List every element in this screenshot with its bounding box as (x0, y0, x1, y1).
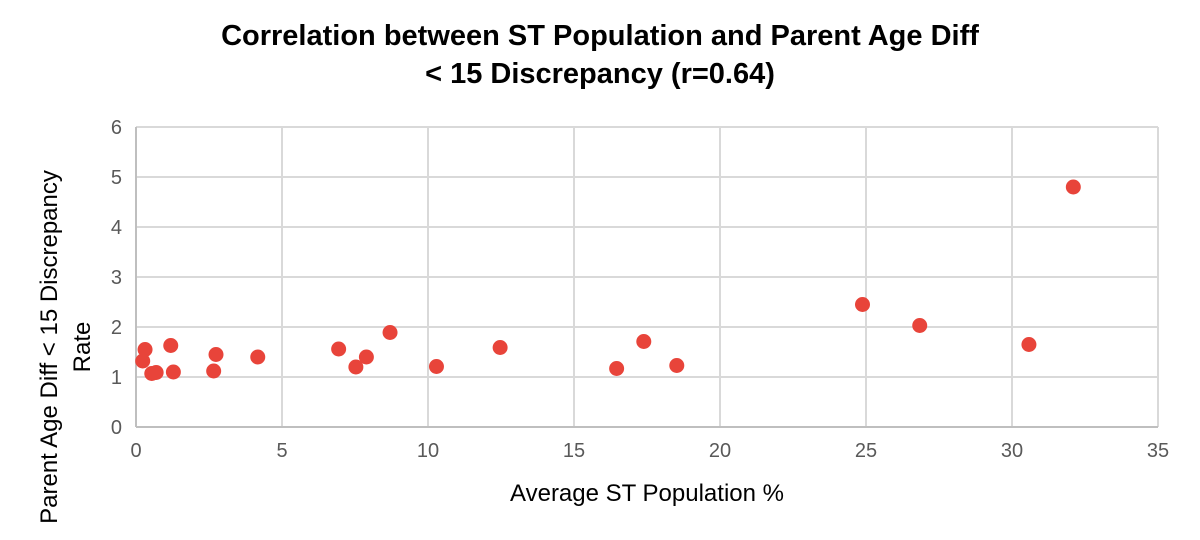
x-axis-label: Average ST Population % (510, 480, 784, 507)
y-tick-label: 5 (111, 167, 122, 189)
data-point (206, 363, 222, 379)
y-tick-label: 4 (111, 217, 122, 239)
data-point (609, 361, 625, 376)
data-point (148, 365, 164, 380)
data-point (382, 325, 398, 340)
x-tick-label: 0 (130, 440, 141, 462)
data-point (163, 338, 179, 353)
x-tick-label: 25 (855, 440, 877, 462)
data-point (250, 349, 266, 365)
y-tick-label: 1 (111, 367, 122, 389)
x-tick-label: 30 (1001, 440, 1023, 462)
x-tick-label: 20 (709, 440, 731, 462)
data-point (358, 349, 374, 365)
data-point (854, 297, 870, 312)
data-point (1065, 179, 1081, 195)
y-tick-label: 0 (111, 417, 122, 439)
data-point (912, 318, 928, 333)
y-tick-label: 6 (111, 117, 122, 139)
data-point (428, 359, 444, 374)
data-point (1021, 337, 1037, 352)
y-tick-label: 3 (111, 267, 122, 289)
data-point (669, 358, 685, 373)
data-point (208, 347, 224, 362)
x-tick-label: 5 (276, 440, 287, 462)
data-point (348, 359, 364, 375)
data-point (137, 342, 153, 357)
chart-title-line-1: Correlation between ST Population and Pa… (221, 20, 979, 52)
x-tick-label: 10 (417, 440, 439, 462)
x-tick-label: 35 (1147, 440, 1169, 462)
y-axis-label-line-1: Parent Age Diff < 15 Discrepancy (36, 170, 63, 524)
data-point (636, 334, 652, 349)
data-point (165, 364, 181, 380)
data-point (331, 341, 347, 357)
y-axis-label-line-2: Rate (69, 322, 96, 373)
y-tick-label: 2 (111, 317, 122, 339)
data-point (492, 340, 508, 355)
data-point (135, 353, 151, 369)
chart-title-line-2: < 15 Discrepancy (r=0.64) (425, 58, 775, 90)
x-tick-label: 15 (563, 440, 585, 462)
